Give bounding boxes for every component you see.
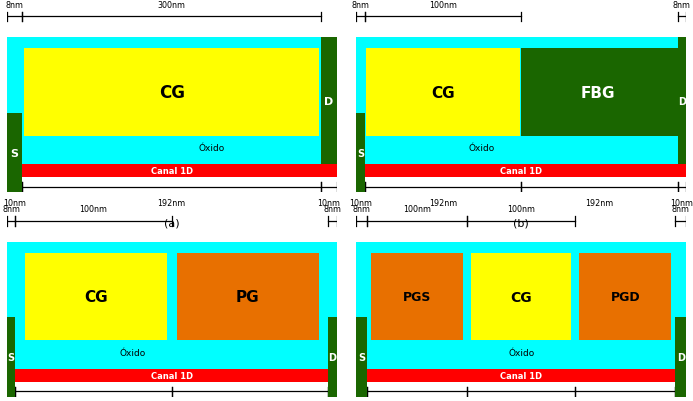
Bar — [661, 136, 678, 164]
Text: Canal 1D: Canal 1D — [150, 371, 193, 380]
Text: (b): (b) — [514, 217, 529, 227]
Bar — [7, 38, 337, 164]
Text: S: S — [8, 352, 15, 362]
Text: 8nm: 8nm — [353, 205, 371, 214]
Text: S: S — [357, 148, 364, 158]
Bar — [7, 369, 337, 382]
Text: 8nm: 8nm — [673, 1, 691, 10]
Bar — [328, 318, 337, 397]
Text: 8nm: 8nm — [324, 205, 342, 214]
Text: 100nm: 100nm — [507, 205, 535, 214]
Text: D: D — [676, 352, 685, 362]
Text: Óxido: Óxido — [198, 144, 225, 153]
Bar — [177, 253, 319, 340]
Text: CG: CG — [159, 84, 185, 102]
Text: 100nm: 100nm — [429, 1, 457, 10]
Text: D: D — [324, 96, 333, 106]
Bar — [25, 253, 167, 340]
Text: (a): (a) — [164, 217, 179, 227]
Text: Óxido: Óxido — [508, 348, 534, 357]
Text: Óxido: Óxido — [119, 348, 146, 357]
Text: 192nm: 192nm — [429, 198, 457, 208]
Bar — [675, 318, 686, 397]
Text: 192nm: 192nm — [157, 198, 186, 208]
Text: 192nm: 192nm — [586, 198, 614, 208]
Bar — [7, 164, 337, 178]
Text: CG: CG — [431, 85, 455, 100]
Text: Canal 1D: Canal 1D — [500, 167, 543, 176]
Text: 8nm: 8nm — [2, 205, 20, 214]
Text: 10nm: 10nm — [317, 198, 340, 208]
Text: PGS: PGS — [403, 290, 431, 303]
Bar — [7, 318, 15, 397]
Text: FBG: FBG — [581, 85, 615, 100]
Text: 10nm: 10nm — [349, 198, 372, 208]
Text: CG: CG — [511, 290, 532, 304]
Text: Óxido: Óxido — [468, 144, 495, 153]
Bar — [579, 253, 672, 340]
Text: PGD: PGD — [611, 290, 640, 303]
Text: 100nm: 100nm — [80, 205, 107, 214]
Text: Canal 1D: Canal 1D — [500, 371, 543, 380]
Bar — [356, 38, 686, 164]
Bar — [356, 242, 686, 369]
Text: D: D — [328, 352, 337, 362]
Bar — [356, 318, 367, 397]
Bar — [521, 49, 678, 136]
Text: Canal 1D: Canal 1D — [150, 167, 193, 176]
Bar — [356, 113, 365, 193]
Bar — [7, 113, 22, 193]
Text: S: S — [358, 352, 365, 362]
Text: PG: PG — [236, 290, 259, 304]
Text: 10nm: 10nm — [671, 198, 693, 208]
Bar — [366, 49, 520, 136]
Text: CG: CG — [84, 290, 107, 304]
Bar — [471, 253, 572, 340]
Bar — [371, 253, 463, 340]
Text: 10nm: 10nm — [3, 198, 26, 208]
Text: D: D — [678, 96, 686, 106]
Bar — [356, 369, 686, 382]
Text: 8nm: 8nm — [351, 1, 369, 10]
Bar — [356, 164, 686, 178]
Text: 8nm: 8nm — [6, 1, 24, 10]
Text: 8nm: 8nm — [672, 205, 690, 214]
Bar — [321, 38, 337, 164]
Bar — [24, 49, 319, 136]
Text: 300nm: 300nm — [158, 1, 186, 10]
Text: 100nm: 100nm — [403, 205, 431, 214]
Text: S: S — [10, 148, 19, 158]
Bar — [7, 242, 337, 369]
Bar — [678, 38, 686, 164]
